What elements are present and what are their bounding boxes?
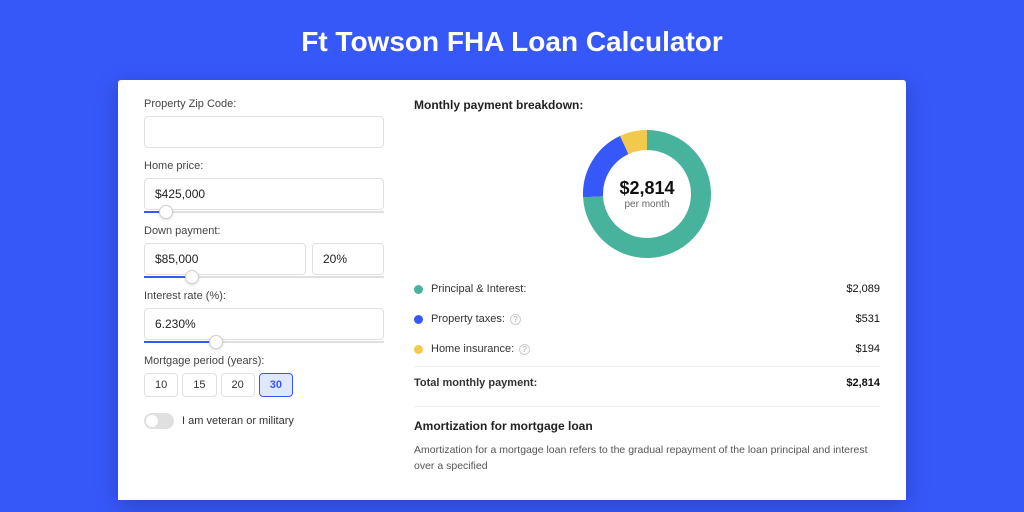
interest-rate-label: Interest rate (%): [144, 290, 384, 302]
veteran-toggle[interactable] [144, 413, 174, 429]
legend-row: Home insurance:? $194 [414, 334, 880, 364]
legend-value: $2,089 [846, 283, 880, 295]
page-title: Ft Towson FHA Loan Calculator [0, 0, 1024, 80]
legend-dot [414, 315, 423, 324]
legend-value: $531 [856, 313, 880, 325]
legend-label: Property taxes: [431, 313, 505, 325]
divider [414, 406, 880, 407]
home-price-input[interactable] [144, 178, 384, 210]
mortgage-period-option[interactable]: 20 [221, 373, 255, 397]
mortgage-period-label: Mortgage period (years): [144, 355, 384, 367]
help-icon[interactable]: ? [519, 344, 530, 355]
down-payment-amount-input[interactable] [144, 243, 306, 275]
home-price-label: Home price: [144, 160, 384, 172]
legend-dot [414, 285, 423, 294]
breakdown-column: Monthly payment breakdown: $2,814 per mo… [414, 98, 880, 500]
zip-input[interactable] [144, 116, 384, 148]
mortgage-period-group: 10152030 [144, 373, 384, 397]
donut-chart: $2,814 per month [414, 124, 880, 274]
interest-rate-slider[interactable] [144, 341, 384, 343]
form-column: Property Zip Code: Home price: Down paym… [144, 98, 384, 500]
breakdown-title: Monthly payment breakdown: [414, 98, 880, 112]
down-payment-label: Down payment: [144, 225, 384, 237]
down-payment-slider[interactable] [144, 276, 384, 278]
mortgage-period-option[interactable]: 30 [259, 373, 293, 397]
help-icon[interactable]: ? [510, 314, 521, 325]
donut-sub: per month [624, 199, 669, 210]
mortgage-period-option[interactable]: 15 [182, 373, 216, 397]
total-row: Total monthly payment: $2,814 [414, 366, 880, 398]
legend-label: Home insurance: [431, 343, 514, 355]
veteran-label: I am veteran or military [182, 415, 294, 427]
interest-rate-input[interactable] [144, 308, 384, 340]
zip-label: Property Zip Code: [144, 98, 384, 110]
total-label: Total monthly payment: [414, 377, 537, 389]
calculator-card: Property Zip Code: Home price: Down paym… [118, 80, 906, 500]
legend-value: $194 [856, 343, 880, 355]
legend-row: Property taxes:? $531 [414, 304, 880, 334]
legend-label: Principal & Interest: [431, 283, 526, 295]
legend-row: Principal & Interest: $2,089 [414, 274, 880, 304]
legend: Principal & Interest: $2,089 Property taxe… [414, 274, 880, 364]
amortization-text: Amortization for a mortgage loan refers … [414, 443, 880, 475]
mortgage-period-option[interactable]: 10 [144, 373, 178, 397]
donut-amount: $2,814 [619, 178, 674, 199]
legend-dot [414, 345, 423, 354]
home-price-slider[interactable] [144, 211, 384, 213]
down-payment-percent-input[interactable] [312, 243, 384, 275]
total-value: $2,814 [846, 377, 880, 389]
amortization-title: Amortization for mortgage loan [414, 419, 880, 433]
